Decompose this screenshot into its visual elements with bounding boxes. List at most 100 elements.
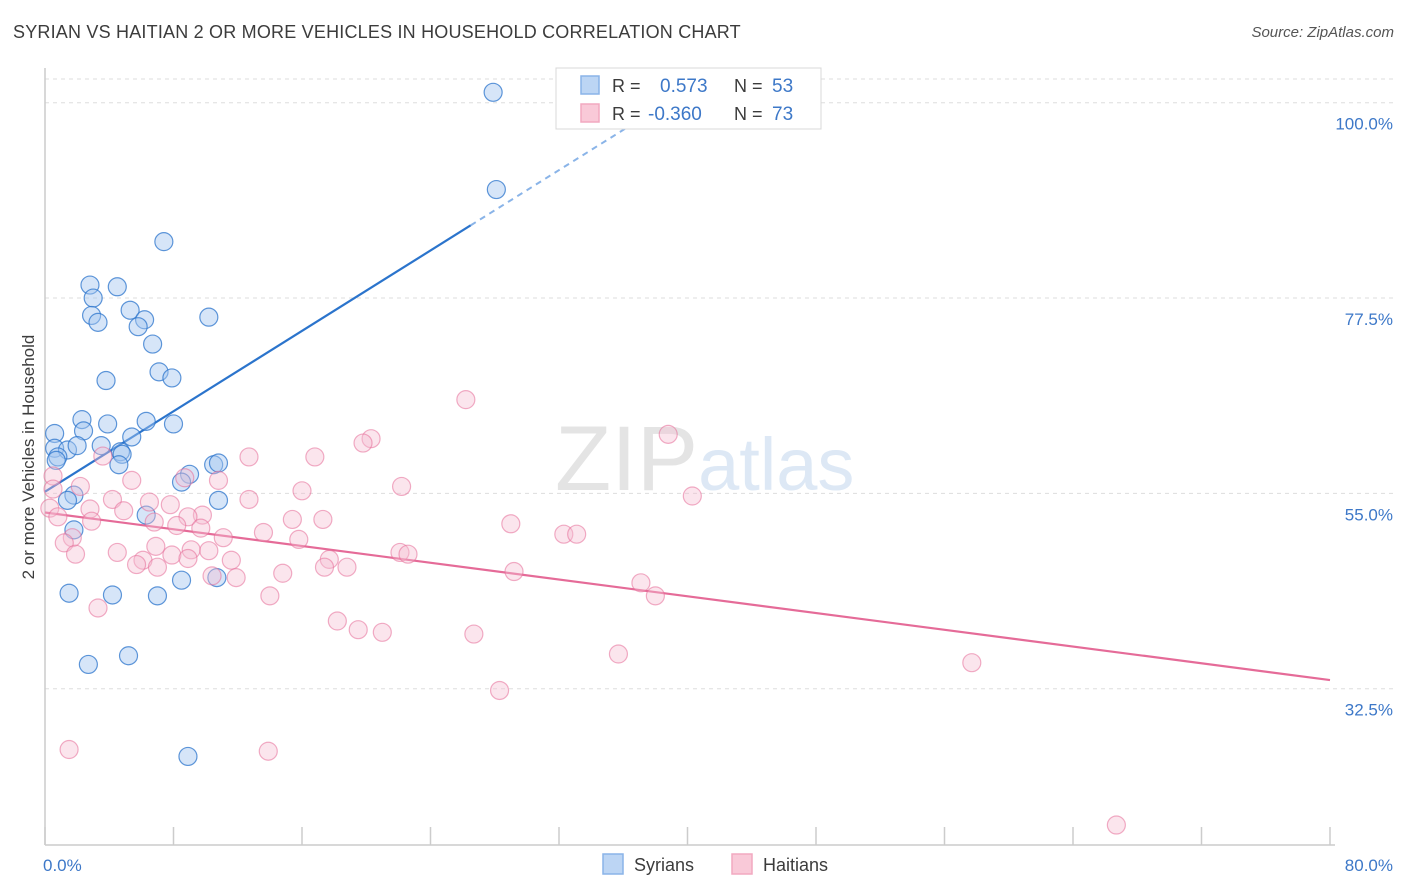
haitian-point xyxy=(314,557,335,577)
watermark-zip: ZIP xyxy=(555,408,698,510)
points-layer xyxy=(40,82,1126,835)
top-legend: R = 0.573 N = 53 R = -0.360 N = 73 xyxy=(555,67,822,130)
syrian-point xyxy=(118,646,139,666)
haitian-point xyxy=(464,624,484,644)
trend-layer xyxy=(44,88,1331,682)
syrian-point xyxy=(122,427,142,447)
haitian-point xyxy=(59,739,79,760)
syrian-point xyxy=(59,583,79,603)
haitian-point xyxy=(489,680,510,701)
legend-swatch-haitians xyxy=(580,103,600,123)
syrian-point xyxy=(102,585,123,605)
legend-n-label-haitians: N = xyxy=(734,104,763,124)
y-axis-title: 2 or more Vehicles in Household xyxy=(19,335,38,580)
syrian-point xyxy=(78,654,98,675)
axis-layer xyxy=(44,68,1335,846)
syrian-point xyxy=(45,423,65,444)
haitian-point xyxy=(282,509,302,530)
syrian-point xyxy=(486,179,506,200)
haitian-point xyxy=(682,486,702,506)
haitian-point xyxy=(199,541,219,561)
legend-n-label-syrians: N = xyxy=(734,76,763,96)
syrian-point xyxy=(483,82,503,102)
legend-box xyxy=(555,67,822,130)
haitian-point xyxy=(114,501,134,521)
bottom-legend-swatch-syrians xyxy=(602,853,624,875)
haitian-point xyxy=(501,514,521,534)
haitian-point xyxy=(48,507,68,527)
haitian-point xyxy=(126,554,147,575)
haitian-point xyxy=(88,598,108,618)
syrian-point xyxy=(112,444,132,464)
haitian-point xyxy=(144,512,164,532)
haitian-point xyxy=(260,586,280,606)
syrian-point xyxy=(109,455,129,475)
haitian-point xyxy=(962,653,982,673)
haitian-point xyxy=(147,557,168,577)
legend-swatch-syrians xyxy=(580,75,600,95)
syrian-point xyxy=(208,453,229,473)
x-tick-label-start: 0.0% xyxy=(43,856,82,875)
y-tick-label: 77.5% xyxy=(1345,310,1393,329)
haitian-point xyxy=(139,492,160,512)
syrian-point xyxy=(178,746,198,767)
haitian-point xyxy=(70,476,90,497)
haitian-point xyxy=(65,544,86,564)
legend-n-value-haitians: 73 xyxy=(772,104,793,125)
haitian-point xyxy=(289,529,309,550)
syrian-point xyxy=(147,586,168,606)
y-tick-label: 100.0% xyxy=(1335,115,1393,134)
haitian-point xyxy=(305,447,325,467)
haitian-point xyxy=(81,511,102,531)
syrian-point xyxy=(64,520,84,540)
haitian-point xyxy=(239,447,259,467)
syrian-point xyxy=(46,450,66,471)
haitian-point xyxy=(456,390,476,410)
syrian-point xyxy=(67,436,87,456)
bottom-legend: Syrians Haitians xyxy=(602,853,828,875)
haitian-point xyxy=(258,741,278,761)
haitian-point xyxy=(645,586,665,606)
legend-r-value-haitians: -0.360 xyxy=(648,104,702,125)
haitian-point xyxy=(80,499,100,519)
tick-label-layer: 100.0% 77.5% 55.0% 32.5% 0.0% 80.0% xyxy=(43,115,1393,875)
syrian-point xyxy=(154,232,174,252)
haitian-point xyxy=(1106,815,1126,835)
haitian-point xyxy=(175,468,195,488)
haitian-point xyxy=(372,622,392,642)
haitian-point xyxy=(608,644,629,664)
haitian-point xyxy=(122,470,142,490)
haitians-trend-line xyxy=(44,511,1331,682)
haitian-point xyxy=(348,620,368,640)
haitian-point xyxy=(567,524,587,544)
syrian-point xyxy=(143,334,163,354)
haitian-point xyxy=(167,515,187,536)
syrian-point xyxy=(208,490,229,510)
x-tick-label-end: 80.0% xyxy=(1345,856,1393,875)
haitian-point xyxy=(337,557,357,577)
syrian-point xyxy=(128,317,148,337)
haitian-point xyxy=(273,563,293,583)
syrian-point xyxy=(88,312,108,332)
watermark: ZIPatlas xyxy=(555,408,854,510)
syrian-point xyxy=(96,370,116,391)
haitian-point xyxy=(146,536,166,556)
bottom-legend-label-haitians: Haitians xyxy=(763,855,828,875)
haitian-point xyxy=(191,518,211,538)
haitian-point xyxy=(313,509,333,530)
haitian-point xyxy=(208,470,229,490)
haitian-point xyxy=(93,446,113,466)
syrian-point xyxy=(107,277,127,297)
legend-r-label-haitians: R = xyxy=(612,104,641,124)
haitian-point xyxy=(160,495,180,515)
haitian-point xyxy=(292,481,312,501)
haitian-point xyxy=(43,479,63,499)
bottom-legend-swatch-haitians xyxy=(731,853,753,875)
haitian-point xyxy=(504,561,524,582)
haitian-point xyxy=(398,544,418,564)
haitian-point xyxy=(221,550,241,570)
syrian-point xyxy=(83,288,103,308)
watermark-atlas: atlas xyxy=(698,423,854,506)
syrian-point xyxy=(162,368,182,388)
